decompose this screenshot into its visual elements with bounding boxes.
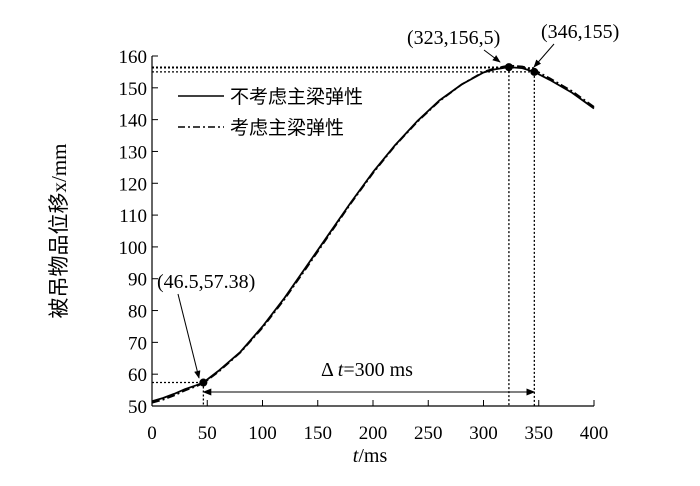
- y-tick-label: 110: [119, 206, 147, 227]
- interval-label: Δ t=300 ms: [321, 359, 413, 381]
- annotation-peak: (323,156,5): [407, 27, 500, 49]
- x-tick-label: 350: [525, 423, 554, 444]
- y-tick-label: 150: [119, 79, 148, 100]
- y-tick-label: 90: [128, 270, 147, 291]
- x-tick-label: 250: [414, 423, 443, 444]
- y-tick-label: 80: [128, 302, 147, 323]
- y-tick-label: 50: [128, 397, 147, 418]
- legend-label-solid: 不考虑主梁弹性: [230, 86, 363, 108]
- annotation-end: (346,155): [541, 21, 619, 43]
- key-point-0: [199, 378, 208, 387]
- y-tick-label: 140: [119, 111, 148, 132]
- x-tick-label: 50: [198, 423, 217, 444]
- annotation-peak-arrow: [483, 49, 501, 63]
- annotation-start-arrow: [177, 293, 201, 379]
- y-tick-label: 60: [128, 365, 147, 386]
- y-tick-label: 130: [119, 142, 148, 163]
- x-tick-label: 400: [580, 423, 609, 444]
- key-point-1: [504, 63, 513, 72]
- y-tick-label: 120: [119, 174, 148, 195]
- y-tick-label: 160: [119, 47, 148, 68]
- y-tick-label: 70: [128, 333, 147, 354]
- key-point-2: [530, 67, 539, 76]
- x-axis-label: t/ms: [353, 445, 388, 467]
- y-axis-label: 被吊物品位移x/mm: [47, 143, 71, 318]
- x-tick-label: 100: [248, 423, 277, 444]
- x-tick-label: 200: [359, 423, 388, 444]
- series-line-0: [151, 66, 595, 403]
- annotation-end-arrow: [533, 43, 555, 68]
- annotation-start: (46.5,57.38): [157, 271, 255, 293]
- y-tick-label: 100: [119, 238, 148, 259]
- legend-label-dashdot: 考虑主梁弹性: [230, 117, 344, 139]
- legend: 不考虑主梁弹性 考虑主梁弹性: [178, 86, 363, 139]
- x-tick-label: 150: [304, 423, 333, 444]
- series-line-1: [151, 64, 595, 404]
- x-tick-label: 0: [147, 423, 157, 444]
- x-tick-label: 300: [469, 423, 498, 444]
